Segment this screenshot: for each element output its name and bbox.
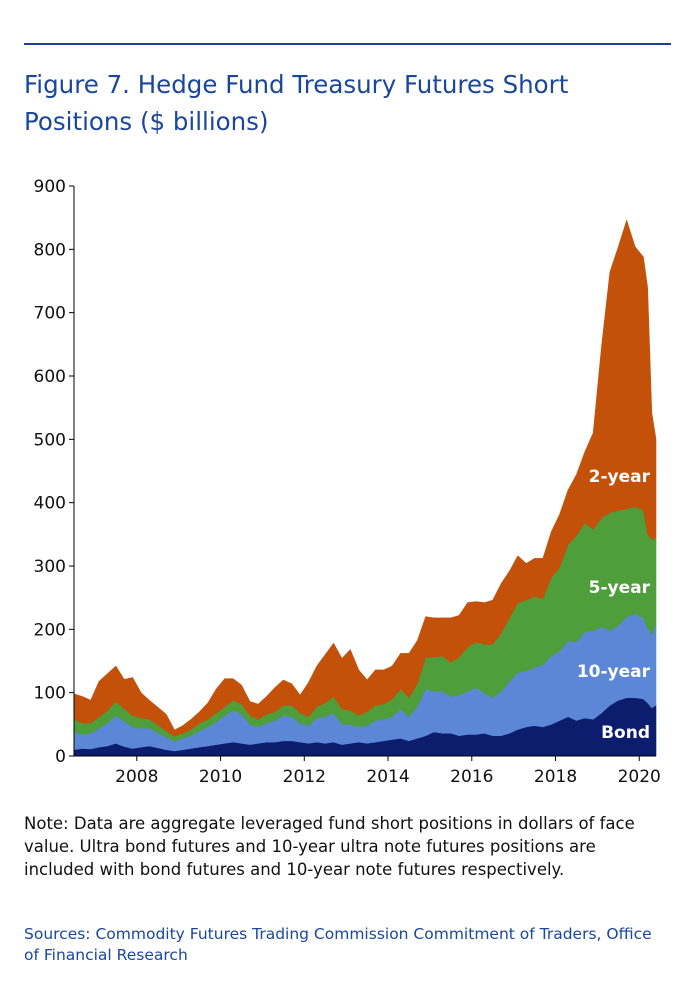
x-tick-label: 2016 (450, 767, 493, 787)
y-tick-label: 100 (34, 684, 66, 704)
x-tick-label: 2020 (618, 767, 661, 787)
y-tick-label: 600 (34, 367, 66, 387)
top-rule (24, 43, 671, 45)
x-tick-label: 2008 (115, 767, 158, 787)
figure-title: Figure 7. Hedge Fund Treasury Futures Sh… (24, 70, 569, 136)
series-areas (73, 219, 657, 757)
x-tick-label: 2012 (283, 767, 326, 787)
y-tick-label: 900 (34, 177, 66, 197)
series-label-10-year: 10-year (577, 662, 651, 682)
series-label-5-year: 5-year (589, 578, 651, 598)
area-2-year (73, 219, 657, 737)
figure-sources: Sources: Commodity Futures Trading Commi… (24, 925, 652, 964)
series-label-2-year: 2-year (589, 467, 651, 487)
y-tick-label: 700 (34, 304, 66, 324)
chart-axes: 0 100 200 300 400 500 600 700 800 900 2008 2010 2012… (34, 177, 661, 787)
y-tick-label: 0 (55, 747, 66, 767)
series-label-bond: Bond (601, 723, 650, 743)
series-labels: Bond 10-year 5-year 2-year (577, 467, 651, 743)
x-tick-label: 2010 (199, 767, 242, 787)
y-tick-label: 400 (34, 494, 66, 514)
stacked-area-chart: 0 100 200 300 400 500 600 700 800 900 2008 2010 2012… (34, 177, 661, 787)
y-tick-label: 300 (34, 557, 66, 577)
y-tick-label: 200 (34, 620, 66, 640)
figure-note: Note: Data are aggregate leveraged fund … (24, 814, 635, 879)
x-tick-label: 2014 (366, 767, 409, 787)
y-tick-label: 500 (34, 430, 66, 450)
y-tick-label: 800 (34, 240, 66, 260)
x-tick-label: 2018 (534, 767, 577, 787)
